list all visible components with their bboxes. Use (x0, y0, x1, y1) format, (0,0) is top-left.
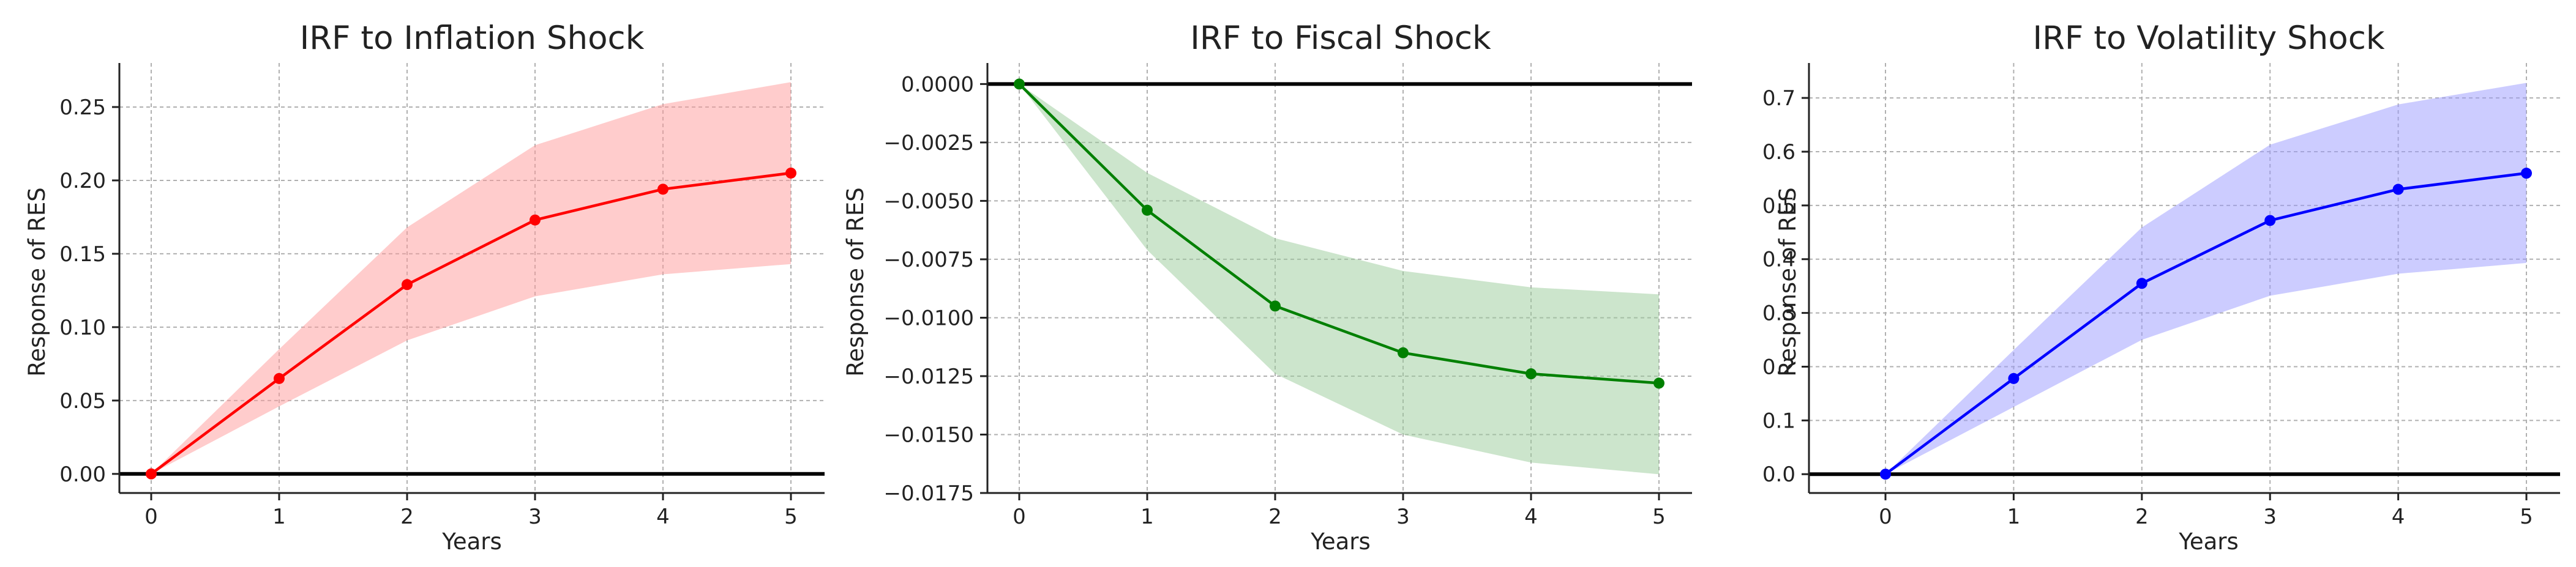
x-tick-label: 1 (1140, 505, 1154, 529)
series-line (1018, 83, 1660, 385)
chart-title: IRF to Fiscal Shock (1190, 20, 1491, 57)
x-tick-label: 5 (2520, 505, 2533, 529)
y-tick-label: 0.7 (1762, 86, 1795, 111)
x-tick-label: 4 (2392, 505, 2405, 529)
x-tick-label: 2 (1268, 505, 1282, 529)
data-point (530, 214, 541, 226)
data-point (2521, 168, 2532, 179)
x-tick-label: 2 (400, 505, 414, 529)
data-point (1398, 347, 1409, 358)
confidence-band (1019, 84, 1659, 475)
y-tick-label: −0.0025 (884, 131, 974, 155)
axes-spines (986, 63, 1692, 494)
tick-labels: 0 1 2 3 4 5 0.0000 −0.0025 −0.0050 −0.0075 −0.0100… (884, 72, 1666, 529)
data-point (146, 468, 157, 480)
x-tick-label: 3 (528, 505, 542, 529)
y-tick-label: 0.15 (59, 242, 106, 267)
series-line (1884, 171, 2527, 476)
y-tick-label: 0.5 (1762, 194, 1795, 218)
x-tick-label: 0 (1013, 505, 1026, 529)
y-tick-label: 0.2 (1762, 355, 1795, 379)
x-tick-label: 0 (1879, 505, 1892, 529)
y-axis-label: Response of RES (24, 187, 50, 376)
x-axis-label: Years (1310, 528, 1371, 555)
data-point (1653, 377, 1664, 389)
y-tick-label: −0.0150 (884, 423, 974, 447)
panel-inflation: IRF to Inflation Shock 0 1 2 3 4 5 0.00 0.05 0.1… (24, 20, 825, 555)
x-axis-label: Years (2178, 528, 2239, 555)
y-tick-label: 0.10 (59, 316, 106, 340)
y-tick-label: 0.0000 (901, 72, 974, 97)
axes-spines (118, 63, 825, 494)
data-point (274, 372, 285, 384)
panel-fiscal: IRF to Fiscal Shock 0 1 2 3 4 5 0.0000 −0.0025 −… (842, 20, 1692, 555)
data-point (1880, 469, 1891, 480)
y-axis-label: Response of RES (1775, 187, 1801, 376)
x-tick-label: 3 (1396, 505, 1410, 529)
data-point (1142, 204, 1153, 216)
y-axis-label: Response of RES (842, 187, 869, 376)
x-tick-label: 1 (2007, 505, 2021, 529)
y-tick-label: −0.0125 (884, 365, 974, 389)
data-point (2008, 372, 2020, 384)
x-tick-label: 4 (656, 505, 670, 529)
x-tick-label: 0 (144, 505, 158, 529)
y-tick-label: −0.0175 (884, 481, 974, 506)
chart-title: IRF to Inflation Shock (300, 20, 645, 57)
y-tick-label: 0.20 (59, 169, 106, 193)
data-point (1270, 300, 1281, 312)
y-tick-label: 0.1 (1762, 409, 1795, 433)
x-tick-label: 5 (784, 505, 798, 529)
confidence-band (1885, 83, 2526, 475)
x-tick-label: 4 (1524, 505, 1538, 529)
chart-title: IRF to Volatility Shock (2032, 20, 2384, 57)
data-point (2136, 278, 2147, 289)
y-tick-label: 0.25 (59, 95, 106, 120)
data-point (1014, 78, 1025, 90)
x-tick-label: 1 (272, 505, 286, 529)
data-point (657, 183, 668, 195)
y-tick-label: −0.0100 (884, 306, 974, 330)
y-tick-label: 0.4 (1762, 248, 1795, 272)
y-tick-label: 0.05 (59, 389, 106, 413)
series-line (150, 171, 792, 475)
data-point (1526, 368, 1537, 380)
x-tick-label: 3 (2263, 505, 2277, 529)
data-points (146, 167, 796, 480)
confidence-band (151, 82, 791, 474)
data-point (785, 167, 796, 179)
data-point (402, 279, 413, 291)
x-tick-label: 2 (2135, 505, 2149, 529)
y-tick-label: −0.0050 (884, 189, 974, 213)
grid (1809, 63, 2560, 493)
data-point (2392, 183, 2404, 195)
x-tick-label: 5 (1652, 505, 1666, 529)
tick-labels: 0 1 2 3 4 5 0.00 0.05 0.10 0.15 0.20 0.25 (59, 95, 798, 529)
y-tick-label: 0.0 (1762, 462, 1795, 487)
y-tick-label: −0.0075 (884, 248, 974, 272)
y-tick-label: 0.3 (1762, 302, 1795, 326)
data-point (2264, 215, 2276, 226)
panel-volatility: IRF to Volatility Shock 0 1 2 3 4 50.00.10.20… (1762, 20, 2560, 555)
x-axis-label: Years (441, 528, 502, 555)
tick-labels: 0 1 2 3 4 5 0.0 0.1 0.2 0.3 0.4 0.5 0.6 0.7 (1762, 86, 2533, 529)
y-tick-label: 0.00 (59, 462, 106, 487)
data-points (1014, 78, 1664, 389)
data-points (1880, 168, 2532, 480)
y-tick-label: 0.6 (1762, 140, 1795, 165)
